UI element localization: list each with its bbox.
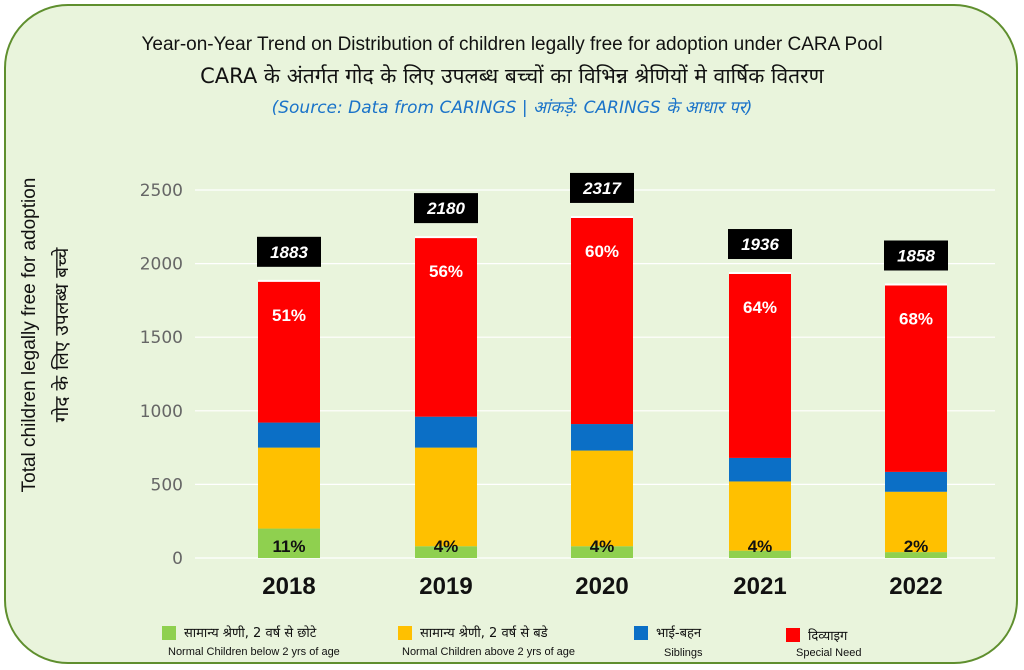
bar-segment bbox=[729, 457, 791, 482]
legend-label-above-2: Normal Children above 2 yrs of age bbox=[402, 646, 576, 658]
total-label: 1936 bbox=[741, 235, 779, 254]
bar-segment bbox=[571, 424, 633, 451]
legend-label-below-2-hindi: सामान्य श्रेणी, 2 वर्ष से छोटे bbox=[184, 626, 317, 641]
total-label: 1883 bbox=[270, 243, 308, 262]
bar-segment bbox=[885, 284, 947, 472]
bar-segment bbox=[729, 481, 791, 551]
bar-segment bbox=[729, 550, 791, 558]
bar-segment bbox=[885, 491, 947, 553]
x-tick-label: 2019 bbox=[419, 573, 472, 600]
bar-segment bbox=[415, 416, 477, 448]
y-tick-label: 2000 bbox=[140, 255, 183, 275]
bar-segment bbox=[571, 216, 633, 425]
bar-segment bbox=[885, 471, 947, 492]
legend-swatch-siblings bbox=[634, 626, 648, 640]
legend-swatch-special-need bbox=[786, 628, 800, 642]
bar-segment bbox=[258, 422, 320, 448]
data-label: 60% bbox=[585, 242, 619, 261]
y-tick-label: 1000 bbox=[140, 402, 183, 422]
total-label-box bbox=[414, 193, 478, 224]
total-label: 1858 bbox=[897, 247, 935, 266]
y-tick-label: 500 bbox=[151, 475, 183, 495]
legend-label-special-need: Special Need bbox=[796, 647, 862, 659]
legend-label-below-2: Normal Children below 2 yrs of age bbox=[168, 646, 340, 658]
y-axis-label-hindi: गोद के लिए उपलब्ध बच्चे bbox=[50, 247, 73, 423]
y-tick-label: 2500 bbox=[140, 181, 183, 201]
bar-segment bbox=[415, 447, 477, 547]
total-label-box bbox=[570, 172, 634, 203]
y-axis-label: Total children legally free for adoption bbox=[19, 178, 40, 493]
data-label: 68% bbox=[899, 310, 933, 329]
y-tick-label: 0 bbox=[172, 549, 183, 569]
bar-segment bbox=[885, 552, 947, 558]
legend-label-siblings-hindi: भाई-बहन bbox=[656, 626, 702, 641]
x-tick-label: 2022 bbox=[889, 573, 942, 600]
total-label-box bbox=[884, 240, 948, 271]
data-label: 11% bbox=[272, 537, 305, 556]
bar-segment bbox=[258, 447, 320, 529]
total-label: 2317 bbox=[582, 179, 622, 198]
chart-panel bbox=[4, 4, 1018, 664]
bar-segment bbox=[415, 546, 477, 558]
chart-subtitle: (Source: Data from CARINGS | आंकड़े: CAR… bbox=[271, 98, 753, 118]
legend-label-siblings: Siblings bbox=[664, 647, 703, 659]
bar-segment bbox=[571, 546, 633, 558]
legend-swatch-above-2 bbox=[398, 626, 412, 640]
x-tick-label: 2021 bbox=[733, 573, 786, 600]
total-label-box bbox=[728, 229, 792, 260]
chart-title: Year-on-Year Trend on Distribution of ch… bbox=[141, 34, 883, 55]
bar-segment bbox=[258, 280, 320, 423]
data-label: 64% bbox=[743, 298, 777, 317]
bar-segment bbox=[571, 450, 633, 547]
data-label: 2% bbox=[904, 537, 929, 556]
x-tick-label: 2018 bbox=[262, 573, 315, 600]
data-label: 56% bbox=[429, 262, 463, 281]
x-tick-label: 2020 bbox=[575, 573, 628, 600]
bar-segment bbox=[415, 237, 477, 417]
bar-segment bbox=[729, 273, 791, 458]
data-label: 4% bbox=[434, 537, 459, 556]
legend-label-special-need-hindi: दिव्याइग bbox=[808, 629, 848, 644]
data-label: 4% bbox=[748, 537, 773, 556]
total-label: 2180 bbox=[426, 199, 465, 218]
total-label-box bbox=[257, 236, 321, 267]
bar-segment bbox=[258, 528, 320, 558]
y-tick-label: 1500 bbox=[140, 328, 183, 348]
chart-title-hindi: CARA के अंतर्गत गोद के लिए उपलब्ध बच्चों… bbox=[200, 64, 824, 88]
data-label: 51% bbox=[272, 306, 306, 325]
data-label: 4% bbox=[590, 537, 615, 556]
legend-swatch-below-2 bbox=[162, 626, 176, 640]
legend-label-above-2-hindi: सामान्य श्रेणी, 2 वर्ष से बडे bbox=[420, 626, 548, 641]
